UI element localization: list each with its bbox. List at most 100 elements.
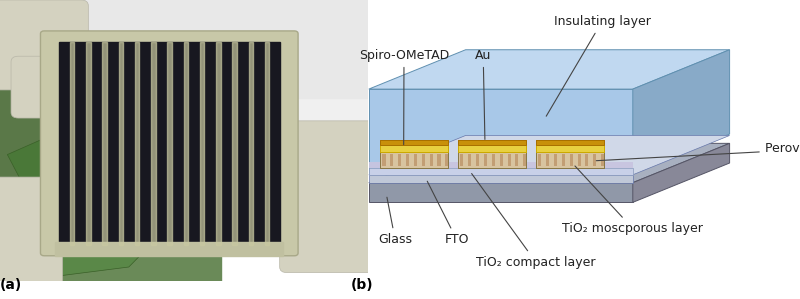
Bar: [535, 152, 604, 168]
Bar: [422, 154, 425, 166]
Bar: [554, 154, 557, 166]
Bar: [135, 42, 139, 245]
FancyBboxPatch shape: [11, 56, 92, 118]
Text: Insulating layer: Insulating layer: [546, 15, 650, 116]
Bar: [500, 154, 502, 166]
Bar: [546, 154, 549, 166]
Bar: [535, 145, 604, 152]
Bar: [184, 42, 188, 245]
Bar: [507, 154, 510, 166]
Bar: [406, 154, 409, 166]
Polygon shape: [369, 135, 730, 175]
Bar: [118, 42, 123, 245]
Bar: [468, 154, 471, 166]
Bar: [369, 162, 633, 168]
Bar: [398, 154, 402, 166]
Bar: [446, 154, 449, 166]
Bar: [167, 42, 172, 245]
Bar: [562, 154, 565, 166]
Bar: [476, 154, 479, 166]
Bar: [594, 154, 596, 166]
Bar: [438, 154, 441, 166]
Bar: [458, 145, 526, 152]
Polygon shape: [633, 143, 730, 202]
Text: TiO₂ moscporous layer: TiO₂ moscporous layer: [562, 166, 703, 235]
Bar: [390, 154, 394, 166]
Bar: [460, 154, 463, 166]
Bar: [458, 140, 526, 145]
Bar: [438, 154, 441, 166]
Bar: [0, 0, 368, 98]
Bar: [507, 154, 510, 166]
Bar: [578, 154, 581, 166]
Bar: [380, 140, 448, 145]
Bar: [55, 242, 283, 256]
Bar: [535, 145, 604, 152]
FancyBboxPatch shape: [0, 0, 88, 90]
Bar: [554, 154, 557, 166]
Bar: [380, 145, 448, 152]
Text: (a): (a): [0, 278, 22, 292]
Bar: [382, 154, 386, 166]
Bar: [515, 154, 518, 166]
Polygon shape: [633, 50, 730, 173]
Bar: [380, 140, 448, 145]
Bar: [446, 154, 449, 166]
Bar: [86, 42, 90, 245]
Text: (b): (b): [351, 278, 374, 292]
Bar: [430, 154, 433, 166]
Bar: [369, 168, 633, 175]
Bar: [0, 98, 221, 281]
Bar: [535, 140, 604, 145]
Bar: [492, 154, 495, 166]
Bar: [586, 154, 589, 166]
Bar: [460, 154, 463, 166]
Text: TiO₂ compact layer: TiO₂ compact layer: [472, 173, 596, 269]
Bar: [476, 154, 479, 166]
Bar: [398, 154, 402, 166]
Bar: [380, 152, 448, 168]
Bar: [492, 154, 495, 166]
Bar: [458, 140, 526, 145]
Bar: [265, 42, 270, 245]
Bar: [430, 154, 433, 166]
FancyBboxPatch shape: [41, 31, 298, 256]
Polygon shape: [369, 143, 730, 183]
Bar: [233, 42, 237, 245]
Bar: [562, 154, 565, 166]
Bar: [0, 84, 202, 225]
Bar: [458, 152, 526, 168]
Bar: [414, 154, 417, 166]
Bar: [515, 154, 518, 166]
Bar: [535, 152, 604, 168]
Bar: [538, 154, 542, 166]
Bar: [369, 183, 633, 202]
Bar: [369, 162, 633, 168]
Bar: [468, 154, 471, 166]
Text: FTO: FTO: [427, 181, 469, 246]
Bar: [586, 154, 589, 166]
Bar: [546, 154, 549, 166]
Bar: [369, 175, 633, 183]
Bar: [601, 154, 604, 166]
Bar: [59, 42, 280, 245]
Bar: [484, 154, 487, 166]
Bar: [102, 42, 107, 245]
Text: Perovskite layer: Perovskite layer: [596, 142, 800, 161]
Bar: [570, 154, 573, 166]
Text: Glass: Glass: [378, 197, 412, 246]
Bar: [500, 154, 502, 166]
Text: Spiro-OMeTAD: Spiro-OMeTAD: [359, 49, 449, 145]
Bar: [458, 145, 526, 152]
Bar: [380, 145, 448, 152]
Polygon shape: [0, 183, 184, 281]
Text: Au: Au: [475, 49, 491, 139]
Bar: [151, 42, 156, 245]
Bar: [369, 89, 633, 173]
Bar: [458, 152, 526, 168]
Bar: [601, 154, 604, 166]
Bar: [414, 154, 417, 166]
Bar: [216, 42, 221, 245]
Bar: [249, 42, 253, 245]
Bar: [538, 154, 542, 166]
